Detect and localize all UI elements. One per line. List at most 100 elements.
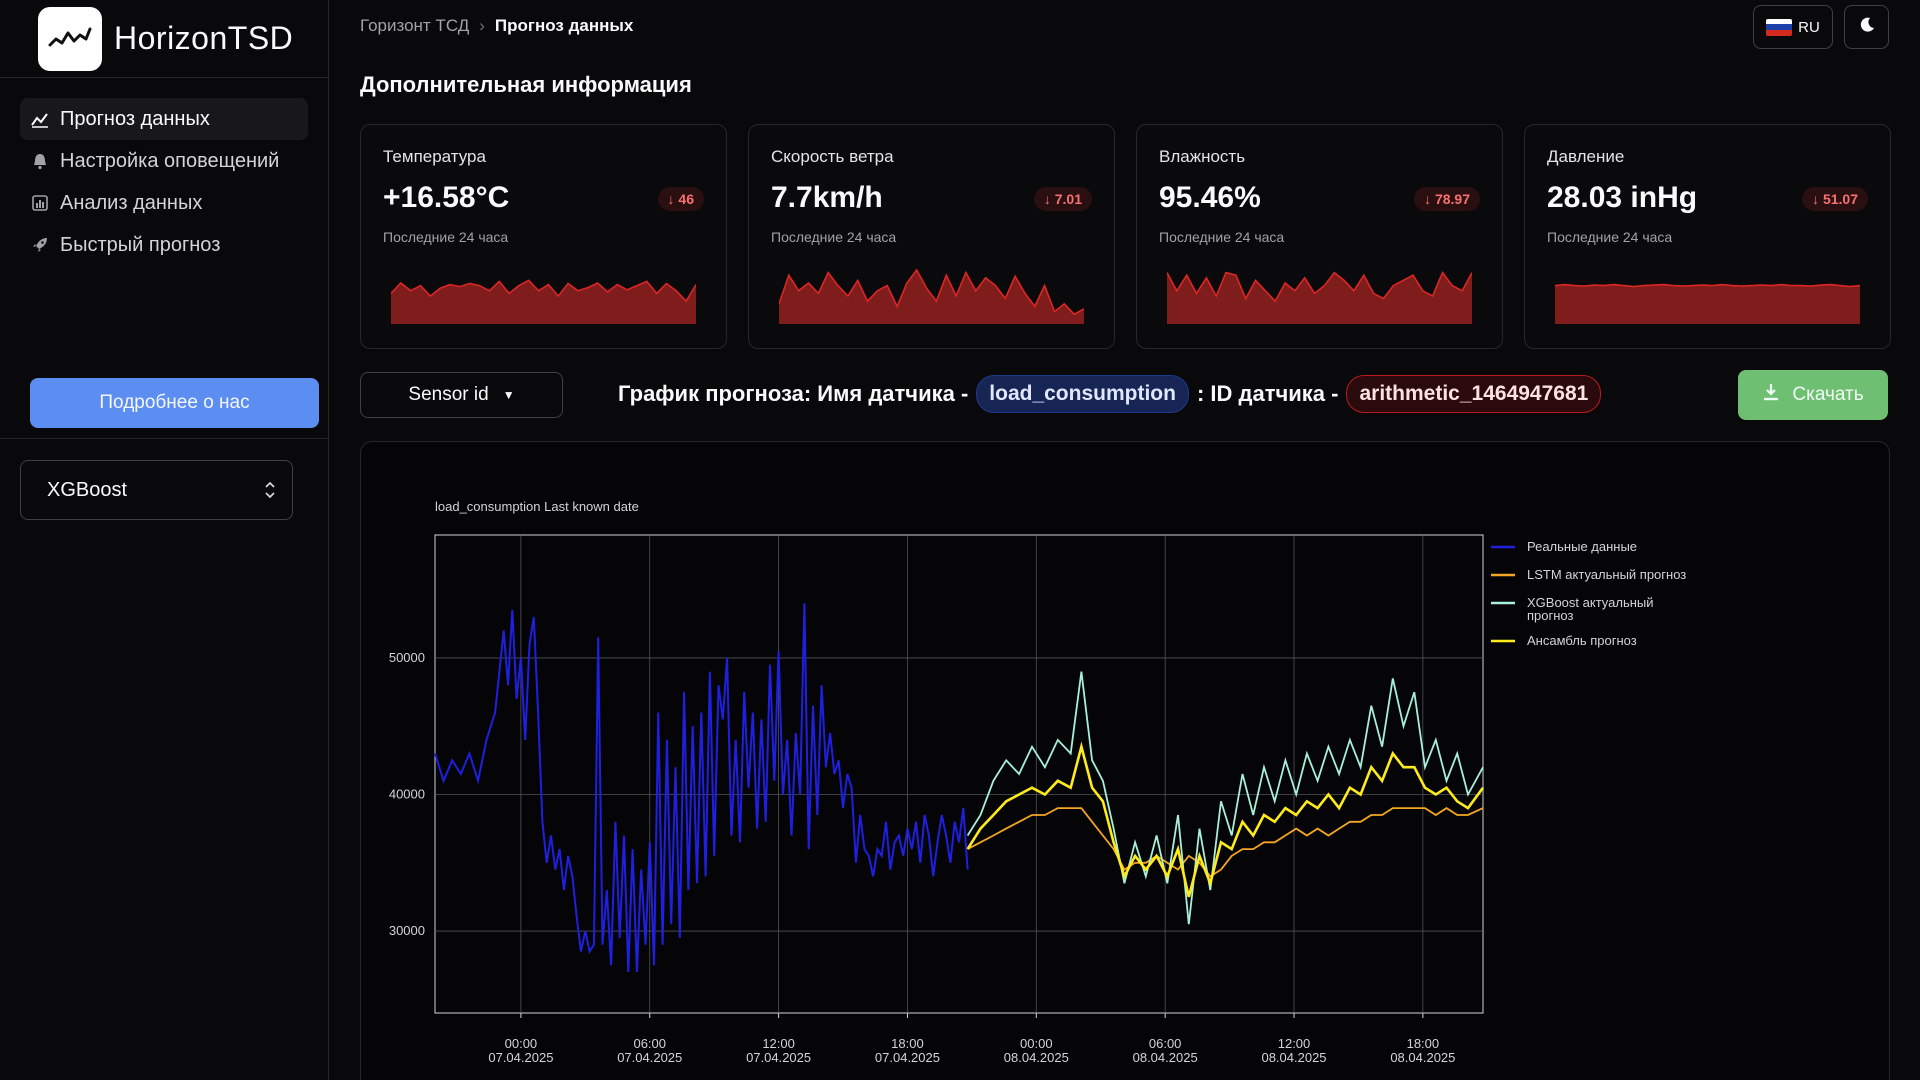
about-button[interactable]: Подробнее о нас [30,378,319,428]
x-tick-label: 08.04.2025 [1133,1050,1198,1065]
card-subtitle: Последние 24 часа [771,229,897,245]
chart-title: load_consumption Last known date [435,499,639,514]
sidebar-item-label: Настройка оповещений [60,149,280,172]
download-label: Скачать [1792,384,1864,405]
caret-down-icon: ▼ [502,388,515,402]
legend-label: LSTM актуальный прогноз [1527,567,1686,582]
metric-card-temperature: Температура +16.58°C ↓ 46 Последние 24 ч… [360,124,727,349]
download-icon [1762,383,1780,407]
y-tick-label: 30000 [389,923,425,938]
delta-badge: ↓ 7.01 [1033,187,1092,211]
legend-label: XGBoost актуальный [1527,595,1654,610]
moon-icon [1858,16,1876,38]
sidebar-item-analysis[interactable]: Анализ данных [20,182,308,224]
sidebar-item-alerts[interactable]: Настройка оповещений [20,140,308,182]
chevron-up-down-icon [264,479,276,501]
russia-flag-icon [1766,18,1793,36]
sidebar-item-forecast[interactable]: Прогноз данных [20,98,308,140]
x-tick-label: 06:00 [1149,1036,1182,1051]
sparkline-line [779,268,1084,316]
x-tick-label: 07.04.2025 [617,1050,682,1065]
x-tick-label: 08.04.2025 [1261,1050,1326,1065]
forecast-chart: load_consumption Last known date00:0007.… [389,499,1686,1065]
sensor-id-dropdown[interactable]: Sensor id ▼ [360,372,563,418]
brand[interactable]: HorizonTSD [0,0,328,78]
plot-frame [434,534,1484,1014]
x-tick-label: 00:00 [1020,1036,1053,1051]
y-tick-label: 50000 [389,650,425,665]
sensor-id-badge: arithmetic_1464947681 [1346,375,1602,413]
x-tick-label: 07.04.2025 [875,1050,940,1065]
sidebar: HorizonTSD Прогноз данных Настройка опов… [0,0,329,1080]
app-name: HorizonTSD [114,20,294,56]
x-tick-label: 08.04.2025 [1390,1050,1455,1065]
metric-card-pressure: Давление 28.03 inHg ↓ 51.07 Последние 24… [1524,124,1891,349]
sparkline-line [391,279,696,303]
y-tick-label: 40000 [389,786,425,801]
legend-label: прогноз [1527,608,1574,623]
theme-toggle-button[interactable] [1844,5,1889,49]
model-select-value: XGBoost [47,478,128,501]
sidebar-divider [0,438,329,439]
sensor-id-label: Sensor id [408,384,489,405]
sparkline-area [1555,284,1860,324]
card-subtitle: Последние 24 часа [1159,229,1285,245]
sidebar-nav: Прогноз данных Настройка оповещений Анал… [0,78,328,266]
sidebar-item-label: Прогноз данных [60,107,210,130]
card-subtitle: Последние 24 часа [1547,229,1673,245]
forecast-title-prefix: График прогноза: Имя датчика - [618,381,969,406]
legend-item: LSTM актуальный прогноз [1491,567,1686,582]
card-value: +16.58°C [383,181,510,214]
sparkline [1167,271,1472,324]
sparkline-area [391,280,696,324]
sidebar-item-label: Анализ данных [60,191,203,214]
sensor-name-badge: load_consumption [976,375,1189,413]
legend-item: Реальные данные [1491,539,1637,554]
delta-badge: ↓ 78.97 [1414,187,1480,211]
x-tick-label: 00:00 [505,1036,538,1051]
metric-cards: Температура +16.58°C ↓ 46 Последние 24 ч… [360,124,1891,349]
chart-line-icon [30,109,50,129]
x-tick-label: 06:00 [633,1036,666,1051]
download-button[interactable]: Скачать [1738,370,1888,420]
breadcrumb-current: Прогноз данных [494,16,634,35]
series-lstm [967,807,1484,878]
metric-card-wind: Скорость ветра 7.7km/h ↓ 7.01 Последние … [748,124,1115,349]
forecast-title: График прогноза: Имя датчика - load_cons… [618,375,1609,413]
chart-controls: Sensor id ▼ График прогноза: Имя датчика… [360,370,1890,422]
legend-label: Реальные данные [1527,539,1637,554]
legend-label: Ансамбль прогноз [1527,633,1637,648]
forecast-title-middle: : ID датчика - [1196,381,1339,406]
sparkline [779,268,1084,324]
sparkline [1555,283,1860,324]
rocket-icon [30,235,50,255]
card-title: Температура [383,147,486,166]
sparkline-line [1167,271,1472,303]
x-tick-label: 07.04.2025 [746,1050,811,1065]
sparkline [391,279,696,324]
bar-chart-icon [30,193,50,213]
breadcrumb-root[interactable]: Горизонт ТСД [360,16,470,35]
forecast-chart-panel: load_consumption Last known date 00:00 07.… [360,441,1890,1080]
series-xgboost [966,671,1484,925]
legend-item: Ансамбль прогноз [1491,633,1637,648]
card-value: 7.7km/h [771,181,883,214]
x-tick-label: 12:00 [762,1036,795,1051]
x-tick-label: 08.04.2025 [1004,1050,1069,1065]
x-tick-label: 07.04.2025 [488,1050,553,1065]
card-title: Давление [1547,147,1625,166]
card-value: 28.03 inHg [1547,181,1698,214]
breadcrumb: Горизонт ТСД › Прогноз данных [360,16,633,36]
x-tick-label: 12:00 [1278,1036,1311,1051]
sidebar-item-quick-forecast[interactable]: Быстрый прогноз [20,224,308,266]
language-button[interactable]: RU [1753,5,1833,49]
delta-badge: ↓ 51.07 [1802,187,1868,211]
model-select[interactable]: XGBoost [20,460,293,520]
sparkline-line [1555,283,1860,288]
card-title: Скорость ветра [771,147,894,166]
bell-icon [30,151,50,171]
card-title: Влажность [1159,147,1246,166]
sparkline-area [779,270,1084,324]
delta-badge: ↓ 46 [657,187,704,211]
